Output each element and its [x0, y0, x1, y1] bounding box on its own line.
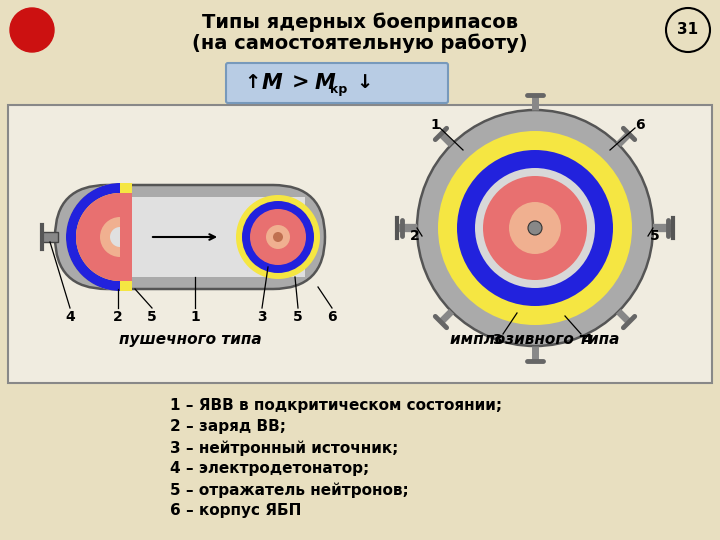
Circle shape: [242, 201, 314, 273]
Text: 31: 31: [678, 23, 698, 37]
Text: Типы ядерных боеприпасов: Типы ядерных боеприпасов: [202, 12, 518, 31]
Text: 1: 1: [190, 310, 200, 324]
Circle shape: [250, 209, 306, 265]
Bar: [42, 232, 58, 242]
Circle shape: [273, 232, 283, 242]
FancyBboxPatch shape: [8, 105, 712, 383]
Wedge shape: [66, 183, 120, 291]
Text: 2 – заряд ВВ;: 2 – заряд ВВ;: [170, 419, 286, 434]
Text: 4: 4: [65, 310, 75, 324]
Circle shape: [236, 195, 320, 279]
FancyBboxPatch shape: [226, 63, 448, 103]
Wedge shape: [110, 227, 120, 247]
Text: имплозивного типа: имплозивного типа: [450, 332, 620, 347]
Circle shape: [528, 221, 542, 235]
Text: пушечного типа: пушечного типа: [119, 332, 261, 347]
Text: M: M: [262, 73, 283, 93]
Text: 6: 6: [327, 310, 337, 324]
Circle shape: [483, 176, 587, 280]
Circle shape: [438, 131, 632, 325]
Text: кр: кр: [330, 84, 347, 97]
Wedge shape: [100, 217, 120, 257]
Text: 5: 5: [147, 310, 157, 324]
Text: 2: 2: [410, 229, 420, 243]
Wedge shape: [76, 193, 120, 281]
FancyBboxPatch shape: [55, 185, 325, 289]
Text: 3: 3: [492, 333, 502, 347]
Text: 1: 1: [430, 118, 440, 132]
Bar: [120, 193, 132, 281]
Text: ↓: ↓: [356, 73, 372, 92]
Text: ↑: ↑: [245, 73, 268, 92]
Text: 5 – отражатель нейтронов;: 5 – отражатель нейтронов;: [170, 482, 409, 497]
Text: 3: 3: [257, 310, 267, 324]
Text: >: >: [292, 73, 310, 93]
Text: (на самостоятельную работу): (на самостоятельную работу): [192, 33, 528, 52]
Text: M: M: [315, 73, 336, 93]
Circle shape: [509, 202, 561, 254]
Circle shape: [417, 110, 653, 346]
Text: 6 – корпус ЯБП: 6 – корпус ЯБП: [170, 503, 302, 518]
Text: 1 – ЯВВ в подкритическом состоянии;: 1 – ЯВВ в подкритическом состоянии;: [170, 398, 502, 413]
Circle shape: [457, 150, 613, 306]
Circle shape: [475, 168, 595, 288]
Wedge shape: [76, 193, 120, 281]
Bar: [120, 193, 132, 281]
Text: 6: 6: [635, 118, 645, 132]
Text: 5: 5: [650, 229, 660, 243]
Text: 4 – электродетонатор;: 4 – электродетонатор;: [170, 461, 369, 476]
Text: 5: 5: [293, 310, 303, 324]
Circle shape: [266, 225, 290, 249]
Bar: [120, 197, 305, 277]
Text: 2: 2: [113, 310, 123, 324]
Text: 4: 4: [582, 333, 592, 347]
Bar: [120, 193, 132, 281]
Wedge shape: [66, 183, 120, 291]
Text: 3 – нейтронный источник;: 3 – нейтронный источник;: [170, 440, 398, 456]
Circle shape: [10, 8, 54, 52]
Bar: [120, 183, 132, 291]
